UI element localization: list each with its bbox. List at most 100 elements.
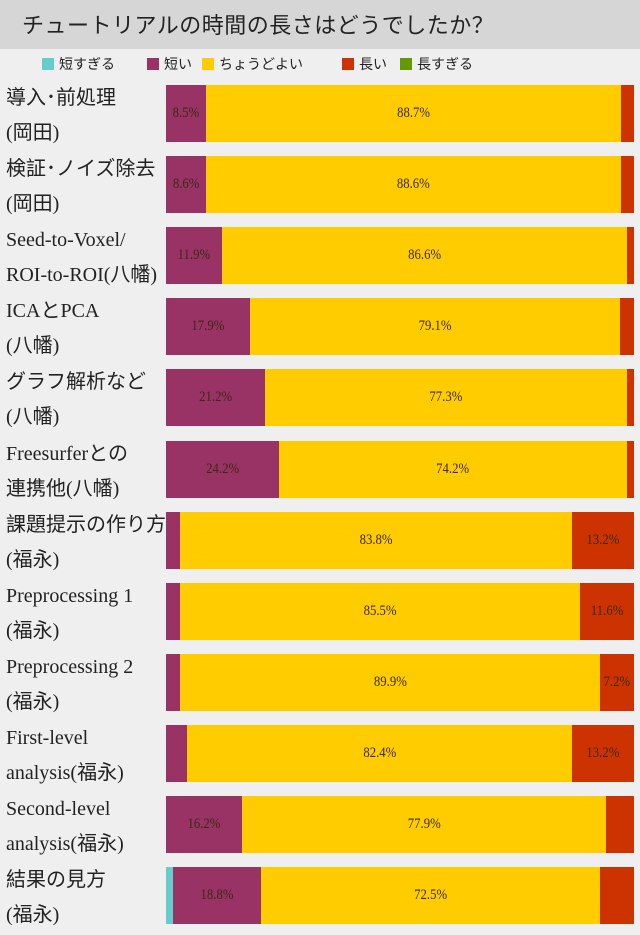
category-label: Seed-to-Voxel/ROI-to-ROI(八幡) <box>6 223 166 293</box>
bar-segment-long <box>620 85 634 142</box>
legend-label-just-right: ちょうどよい <box>219 57 303 73</box>
bar-segment-just-right <box>241 796 607 853</box>
data-label: 88.6% <box>397 176 431 193</box>
bar-segment-short <box>166 227 222 285</box>
bar-segment-just-right <box>206 156 621 214</box>
bar-segment-too-short <box>166 867 173 925</box>
legend-item-just-right: ちょうどよい <box>202 54 303 74</box>
data-label: 8.5% <box>172 105 200 121</box>
bar-segment-long <box>599 867 634 925</box>
bar-row: 18.8% 72.5% <box>166 867 634 925</box>
data-label: 8.6% <box>172 176 200 193</box>
bar-segment-short <box>166 298 250 356</box>
bar-segment-long <box>606 796 634 853</box>
bar-segment-short <box>166 582 180 640</box>
category-label-line: Second-level <box>6 798 111 820</box>
bar-row: 82.4% 13.2% <box>166 724 634 782</box>
legend-label-long: 長い <box>359 57 387 73</box>
category-label: 導入･前処理 (岡田) <box>6 81 166 151</box>
legend-item-too-short: 短すぎる <box>42 54 115 74</box>
category-label: 結果の見方 (福永) <box>6 863 166 933</box>
data-label: 16.2% <box>187 816 221 832</box>
bar-segment-just-right <box>249 298 620 356</box>
data-label: 7.2% <box>603 673 631 690</box>
data-label: 88.7% <box>396 105 430 121</box>
legend-item-short: 短い <box>147 54 192 74</box>
category-label-line: Preprocessing 1 <box>6 584 134 607</box>
category-label-line: (福永) <box>6 548 60 571</box>
bar-segment-short <box>166 796 242 853</box>
data-label: 18.8% <box>200 887 233 904</box>
category-label: 検証･ノイズ除去 (岡田) <box>6 152 166 222</box>
bar-segment-just-right <box>260 867 600 925</box>
data-label: 17.9% <box>191 318 225 335</box>
data-label: 11.6% <box>590 602 624 619</box>
category-label-line: グラフ解析など <box>6 371 146 394</box>
data-label: 11.9% <box>177 247 211 264</box>
bar-segment-short <box>166 511 181 569</box>
data-label: 85.5% <box>363 602 397 619</box>
bar-segment-just-right <box>180 511 573 569</box>
legend-label-too-long: 長すぎる <box>417 57 473 73</box>
category-label-line: 結果の見方 <box>6 869 106 892</box>
category-label-line: 検証･ノイズ除去 <box>6 158 156 181</box>
bar-segment-just-right <box>186 724 573 782</box>
legend-swatch-long <box>342 58 354 70</box>
legend: 短すぎる 短い ちょうどよい 長い 長すぎる <box>0 50 640 78</box>
data-label: 21.2% <box>199 389 233 406</box>
category-label-line: ICAとPCA <box>6 300 100 323</box>
category-label: Freesurferとの 連携他(八幡) <box>6 437 166 507</box>
legend-label-too-short: 短すぎる <box>59 57 115 73</box>
category-label: First-level analysis(福永) <box>6 721 166 791</box>
bar-segment-short <box>166 653 180 711</box>
data-label: 86.6% <box>407 247 441 264</box>
bar-segment-short <box>166 369 266 427</box>
chart-title: チュートリアルの時間の長さはどうでしたか？ <box>22 14 495 39</box>
category-label: Preprocessing 1 (福永) <box>6 579 166 649</box>
bar-segment-just-right <box>179 582 580 640</box>
category-label-line: (福永) <box>6 690 60 713</box>
data-label: 13.2% <box>586 531 620 548</box>
category-label: Preprocessing 2 (福永) <box>6 650 166 720</box>
category-label-line: First-level <box>6 726 89 749</box>
data-label: 83.8% <box>359 531 393 548</box>
bar-segment-long <box>620 156 634 214</box>
legend-item-long: 長い <box>342 54 387 74</box>
bar-segment-long <box>572 724 634 782</box>
bar-segment-long <box>600 653 634 711</box>
data-label: 72.5% <box>413 887 447 904</box>
bar-segment-short <box>166 85 206 142</box>
bar-row: 17.9% 79.1% <box>166 298 634 356</box>
category-label-line: ROI-to-ROI(八幡) <box>6 264 158 287</box>
legend-item-too-long: 長すぎる <box>400 54 473 74</box>
data-label: 77.9% <box>407 816 441 832</box>
legend-swatch-too-short <box>42 58 54 70</box>
category-label-line: (福永) <box>6 904 60 927</box>
category-label-line: (八幡) <box>6 335 60 358</box>
bar-segment-just-right <box>279 440 627 498</box>
bar-segment-just-right <box>179 653 601 711</box>
bar-row: 8.6% 88.6% <box>166 156 634 214</box>
data-label: 24.2% <box>206 460 240 477</box>
data-label: 79.1% <box>418 318 452 335</box>
category-label-line: 連携他(八幡) <box>6 477 120 500</box>
bar-segment-short <box>166 724 187 782</box>
bar-row: 11.9% 86.6% <box>166 227 634 285</box>
category-label-line: Preprocessing 2 <box>6 655 134 678</box>
category-label-line: Seed-to-Voxel/ <box>6 229 126 252</box>
data-label: 89.9% <box>373 673 407 690</box>
title-bar: チュートリアルの時間の長さはどうでしたか？ <box>0 0 640 49</box>
category-label-line: Freesurferとの <box>6 442 128 465</box>
bar-segment-just-right <box>265 369 627 427</box>
bar-row: 89.9% 7.2% <box>166 653 634 711</box>
bar-segment-long <box>626 227 634 285</box>
data-label: 74.2% <box>436 460 470 477</box>
category-label-line: (福永) <box>6 619 60 642</box>
bar-segment-long <box>619 298 634 356</box>
bar-row: 85.5% 11.6% <box>166 582 634 640</box>
data-label: 82.4% <box>362 744 396 761</box>
category-label-line: (八幡) <box>6 406 60 429</box>
legend-swatch-short <box>147 58 159 70</box>
bar-segment-just-right <box>205 85 621 142</box>
legend-swatch-too-long <box>400 58 412 70</box>
